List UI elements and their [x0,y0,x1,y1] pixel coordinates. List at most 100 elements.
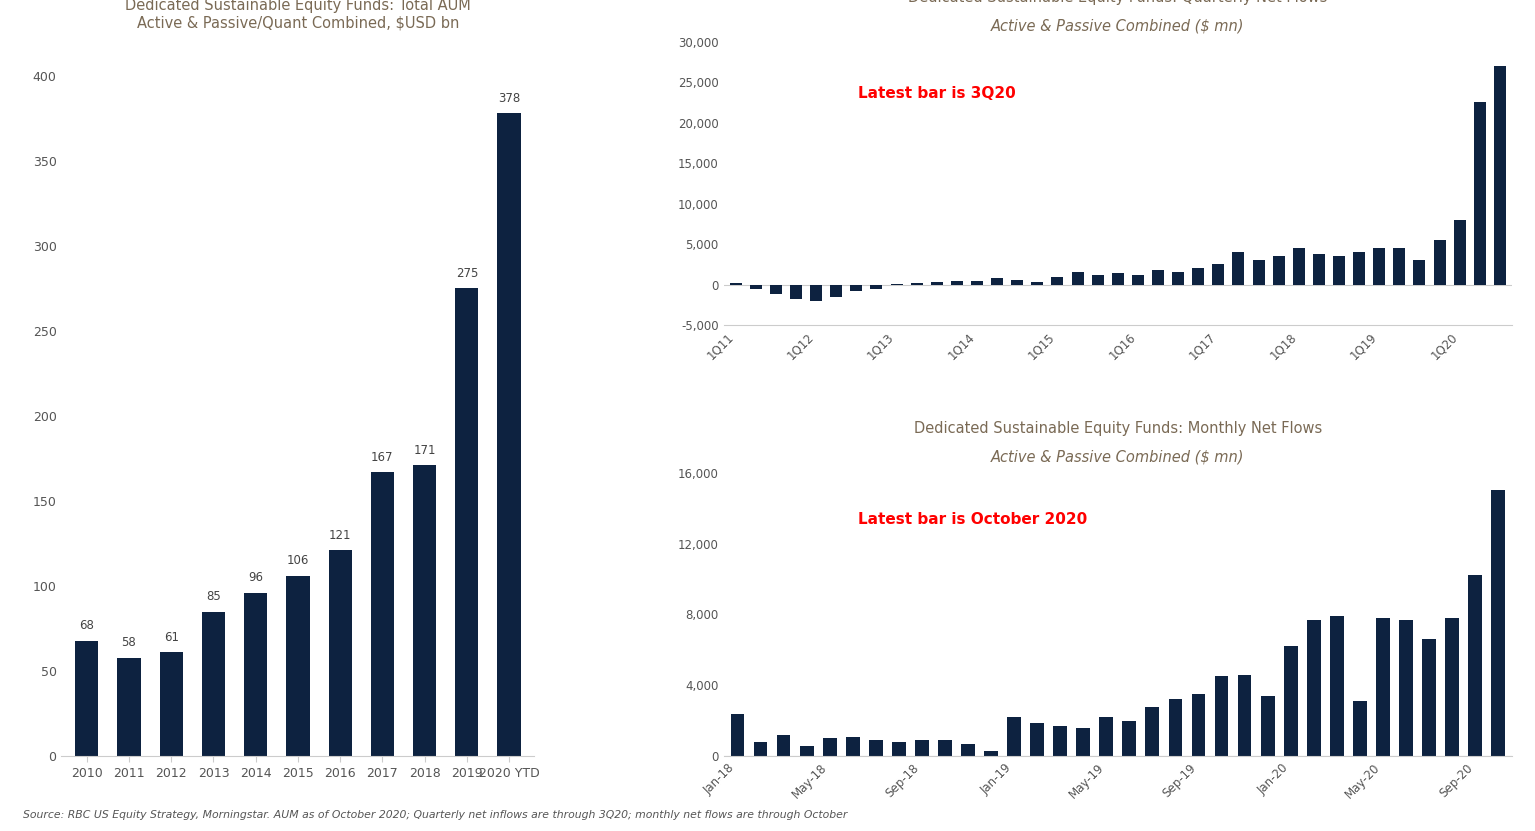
Text: 106: 106 [287,554,309,568]
Bar [777,735,791,756]
Bar [1374,248,1385,285]
Bar [1071,273,1084,285]
Bar [413,465,436,756]
Bar [984,751,998,756]
Bar [800,745,814,756]
Text: 275: 275 [456,267,477,280]
Bar [910,283,923,285]
Text: Dedicated Sustainable Equity Funds: Quarterly Net Flows: Dedicated Sustainable Equity Funds: Quar… [909,0,1328,5]
Bar [1394,248,1406,285]
Bar [497,113,520,756]
Bar [1099,717,1113,756]
Bar [930,283,942,285]
Bar [1076,728,1090,756]
Bar [1012,280,1024,285]
Bar [972,281,982,285]
Bar [117,657,141,756]
Bar [201,612,226,756]
Text: Latest bar is 3Q20: Latest bar is 3Q20 [858,86,1015,101]
Bar [1173,272,1183,285]
Bar [1007,717,1021,756]
Bar [1421,639,1435,756]
Bar [870,285,883,289]
Bar [731,714,744,756]
Text: Latest bar is October 2020: Latest bar is October 2020 [858,512,1087,527]
Bar [1474,102,1486,285]
Bar [1091,275,1104,285]
Bar [1283,647,1297,756]
Bar [1444,618,1458,756]
Bar [1122,720,1136,756]
Bar [1214,676,1228,756]
Bar [938,740,952,756]
Bar [1490,490,1504,756]
Text: Active & Passive Combined ($ mn): Active & Passive Combined ($ mn) [992,449,1245,464]
Bar [749,285,761,288]
Bar [1352,253,1365,285]
Bar [1193,268,1205,285]
Text: 61: 61 [164,631,178,644]
Bar [1375,618,1389,756]
Bar [75,641,98,756]
Bar [1306,620,1320,756]
Text: 167: 167 [371,450,393,464]
Bar [1467,575,1481,756]
Text: 378: 378 [497,91,520,105]
Bar [287,576,310,756]
Text: 85: 85 [206,590,221,603]
Bar [160,652,183,756]
Bar [1332,256,1345,285]
Bar [1398,620,1412,756]
Bar [1030,722,1044,756]
Bar [1292,248,1305,285]
Bar [1312,253,1325,285]
Bar [1454,220,1466,285]
Bar [456,288,479,756]
Bar [1145,706,1159,756]
Bar [892,742,906,756]
Bar [328,550,352,756]
Text: 58: 58 [121,636,137,649]
Bar [1414,260,1426,285]
Bar [992,278,1004,285]
Title: Dedicated Sustainable Equity Funds: Total AUM
Active & Passive/Quant Combined, $: Dedicated Sustainable Equity Funds: Tota… [124,0,471,31]
Text: Dedicated Sustainable Equity Funds: Monthly Net Flows: Dedicated Sustainable Equity Funds: Mont… [913,420,1322,435]
Text: 96: 96 [249,572,262,584]
Bar [371,472,394,756]
Bar [1213,264,1225,285]
Bar [729,283,741,285]
Bar [1191,694,1205,756]
Bar [1151,270,1164,285]
Bar [1111,273,1124,285]
Bar [771,285,781,294]
Text: 121: 121 [328,529,352,542]
Text: Source: RBC US Equity Strategy, Morningstar. AUM as of October 2020; Quarterly n: Source: RBC US Equity Strategy, Mornings… [23,810,847,820]
Bar [1352,701,1366,756]
Bar [823,739,837,756]
Bar [950,282,962,285]
Bar [1051,277,1064,285]
Bar [1237,675,1251,756]
Bar [1273,256,1285,285]
Text: 171: 171 [413,444,436,457]
Bar [791,285,803,299]
Text: Active & Passive Combined ($ mn): Active & Passive Combined ($ mn) [992,18,1245,33]
Bar [850,285,863,291]
Bar [754,742,768,756]
Bar [1434,240,1446,285]
Bar [1168,700,1182,756]
Bar [1032,283,1044,285]
Bar [1494,66,1506,285]
Bar [810,285,823,301]
Bar [846,737,860,756]
Bar [961,744,975,756]
Bar [1233,253,1245,285]
Bar [1253,260,1265,285]
Bar [1260,696,1274,756]
Bar [1329,616,1343,756]
Bar [830,285,843,297]
Text: 68: 68 [80,619,94,632]
Bar [1053,726,1067,756]
Bar [915,740,929,756]
Bar [1131,275,1144,285]
